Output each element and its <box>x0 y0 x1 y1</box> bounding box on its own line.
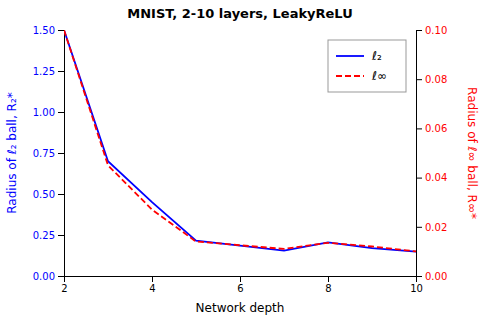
legend: ℓ₂ ℓ∞ <box>328 40 406 92</box>
tick-label: 4 <box>149 283 155 294</box>
tick-label: 1.00 <box>33 107 55 118</box>
tick-mark <box>240 276 241 282</box>
tick-label: 10 <box>410 283 423 294</box>
tick-mark <box>416 227 422 228</box>
tick: 0.02 <box>416 222 447 233</box>
tick-mark <box>416 276 422 277</box>
tick: 1.00 <box>33 107 64 118</box>
axis-line <box>417 31 423 277</box>
tick-mark <box>416 79 422 80</box>
legend-box <box>328 40 406 92</box>
tick: 0.50 <box>33 189 64 200</box>
tick-label: 0.00 <box>33 271 55 282</box>
tick: 0.08 <box>416 74 447 85</box>
tick-label: 2 <box>61 283 67 294</box>
tick: 0.06 <box>416 123 447 134</box>
y2-axis: 0.00 0.02 0.04 0.06 0.08 0.10 <box>416 25 447 282</box>
tick-mark <box>152 276 153 282</box>
tick-mark <box>58 30 64 31</box>
tick-label: 0.75 <box>33 148 55 159</box>
x-axis: 2 4 6 8 10 <box>61 276 423 294</box>
tick-mark <box>328 276 329 282</box>
tick: 0.25 <box>33 230 64 241</box>
tick-mark <box>58 112 64 113</box>
legend-label: ℓ∞ <box>371 69 387 83</box>
tick-label: 0.08 <box>425 74 447 85</box>
tick-label: 1.50 <box>33 25 55 36</box>
tick: 4 <box>149 276 155 294</box>
legend-swatch <box>336 75 364 77</box>
lines <box>64 30 416 252</box>
tick-mark <box>416 128 422 129</box>
tick: 8 <box>325 276 331 294</box>
tick-label: 0.06 <box>425 123 447 134</box>
legend-swatch <box>336 55 364 57</box>
title: MNIST, 2-10 layers, LeakyReLU <box>127 6 352 21</box>
chart: 2468100.000.250.500.751.001.251.500.000.… <box>0 0 480 320</box>
tick-label: 6 <box>237 283 243 294</box>
y-axis: 0.00 0.25 0.50 0.75 1.00 1.25 1.50 <box>33 25 65 282</box>
legend-label: ℓ₂ <box>371 49 382 63</box>
tick: 1.25 <box>33 66 64 77</box>
line <box>64 30 416 252</box>
tick-label: 0.25 <box>33 230 55 241</box>
plot-area: 2468100.000.250.500.751.001.251.500.000.… <box>33 25 448 294</box>
x-axis-title: Network depth <box>196 301 285 315</box>
tick-mark <box>58 276 64 277</box>
tick-label: 0.04 <box>425 172 447 183</box>
tick-mark <box>58 71 64 72</box>
tick: 1.50 <box>33 25 64 36</box>
axis-line <box>65 277 417 283</box>
y-axis-title: Radius of ℓ₂ ball, R₂* <box>5 92 19 213</box>
tick-label: 0.02 <box>425 222 447 233</box>
tick: 2 <box>61 276 67 294</box>
tick: 0.00 <box>416 271 447 282</box>
tick-label: 8 <box>325 283 331 294</box>
tick-mark <box>58 194 64 195</box>
line <box>64 30 416 251</box>
tick-mark <box>58 235 64 236</box>
tick: 10 <box>410 276 423 294</box>
tick: 0.75 <box>33 148 64 159</box>
tick-label: 1.25 <box>33 66 55 77</box>
tick-label: 0.10 <box>425 25 447 36</box>
axis-line <box>58 31 65 277</box>
tick-mark <box>58 153 64 154</box>
tick-mark <box>416 30 422 31</box>
tick: 6 <box>237 276 243 294</box>
tick: 0.04 <box>416 172 447 183</box>
tick: 0.00 <box>33 271 64 282</box>
y2-axis-title: Radius of ℓ∞ ball, R∞* <box>465 87 479 219</box>
tick-mark <box>416 178 422 179</box>
tick-label: 0.50 <box>33 189 55 200</box>
tick: 0.10 <box>416 25 447 36</box>
tick-label: 0.00 <box>425 271 447 282</box>
